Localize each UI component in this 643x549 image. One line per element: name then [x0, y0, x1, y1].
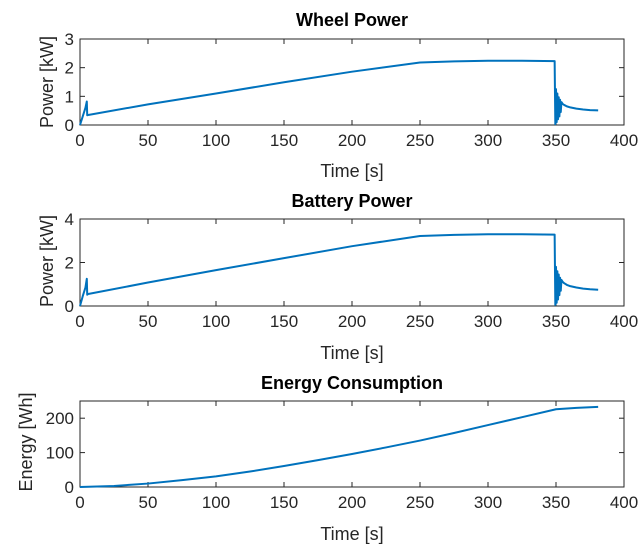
axes-box-battery-power: [79, 218, 625, 307]
xtick-label-battery-power: 100: [202, 312, 230, 331]
xtick-label-energy-consumption: 350: [542, 493, 570, 512]
xtick-label-battery-power: 50: [139, 312, 158, 331]
series-line-battery-power: [79, 233, 599, 307]
xtick-label-wheel-power: 200: [338, 131, 366, 150]
xlabel-battery-power: Time [s]: [320, 343, 383, 363]
xtick-label-wheel-power: 300: [474, 131, 502, 150]
xtick-label-energy-consumption: 50: [139, 493, 158, 512]
xtick-label-energy-consumption: 400: [610, 493, 638, 512]
xtick-label-battery-power: 350: [542, 312, 570, 331]
title-wheel-power: Wheel Power: [296, 10, 408, 30]
xtick-label-wheel-power: 0: [75, 131, 84, 150]
subplot-battery-power: Battery Power Power [kW] Time [s] 0 50 100…: [37, 191, 638, 363]
ytick-label-wheel-power: 3: [65, 30, 74, 49]
ytick-label-battery-power: 4: [65, 210, 74, 229]
xtick-label-battery-power: 200: [338, 312, 366, 331]
ytick-label-battery-power: 2: [65, 254, 74, 273]
ytick-label-energy-consumption: 0: [65, 478, 74, 497]
ylabel-energy-consumption: Energy [Wh]: [16, 392, 36, 491]
title-battery-power: Battery Power: [291, 191, 412, 211]
xtick-label-wheel-power: 250: [406, 131, 434, 150]
subplot-energy-consumption: Energy Consumption Energy [Wh] Time [s] …: [16, 373, 638, 544]
ytick-label-wheel-power: 1: [65, 87, 74, 106]
ytick-label-wheel-power: 0: [65, 116, 74, 135]
xtick-label-energy-consumption: 0: [75, 493, 84, 512]
ylabel-wheel-power: Power [kW]: [37, 36, 57, 128]
ytick-label-energy-consumption: 100: [46, 444, 74, 463]
xtick-label-wheel-power: 50: [139, 131, 158, 150]
xtick-label-energy-consumption: 300: [474, 493, 502, 512]
xtick-label-energy-consumption: 250: [406, 493, 434, 512]
xtick-label-energy-consumption: 150: [270, 493, 298, 512]
title-energy-consumption: Energy Consumption: [261, 373, 443, 393]
xlabel-wheel-power: Time [s]: [320, 161, 383, 181]
xtick-label-battery-power: 150: [270, 312, 298, 331]
axes-box-energy-consumption: [79, 400, 625, 488]
xlabel-energy-consumption: Time [s]: [320, 524, 383, 544]
xtick-label-energy-consumption: 200: [338, 493, 366, 512]
ytick-label-energy-consumption: 200: [46, 409, 74, 428]
axes-box-wheel-power: [79, 38, 625, 126]
series-line-energy-consumption: [79, 405, 599, 488]
xtick-label-battery-power: 300: [474, 312, 502, 331]
xtick-label-wheel-power: 400: [610, 131, 638, 150]
xtick-label-battery-power: 250: [406, 312, 434, 331]
xtick-label-battery-power: 400: [610, 312, 638, 331]
subplot-wheel-power: Wheel Power Power [kW] Time [s] 0 50 100 15…: [37, 10, 638, 181]
xtick-label-battery-power: 0: [75, 312, 84, 331]
xtick-label-wheel-power: 350: [542, 131, 570, 150]
ylabel-battery-power: Power [kW]: [37, 215, 57, 307]
xtick-label-wheel-power: 150: [270, 131, 298, 150]
xtick-label-wheel-power: 100: [202, 131, 230, 150]
ytick-label-wheel-power: 2: [65, 59, 74, 78]
xtick-label-energy-consumption: 100: [202, 493, 230, 512]
ytick-label-battery-power: 0: [65, 297, 74, 316]
series-line-wheel-power: [79, 59, 599, 126]
